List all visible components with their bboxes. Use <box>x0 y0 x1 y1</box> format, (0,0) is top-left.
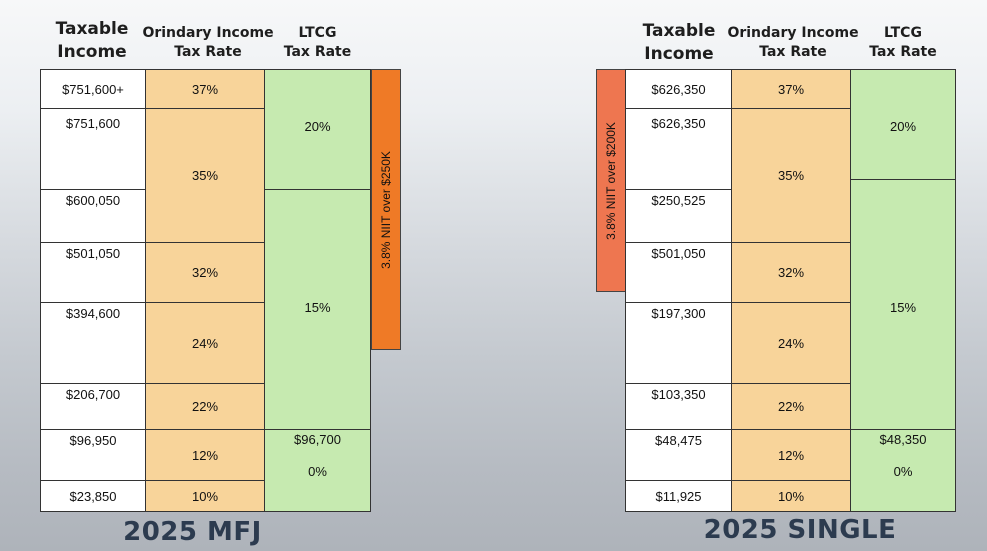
single-ordinary-rate: 24% <box>731 302 851 384</box>
single-ordinary-rate: 32% <box>731 242 851 303</box>
single-header-ordinary: Orindary Income Tax Rate <box>727 25 859 60</box>
mfj-niit-label: 3.8% NIIT over $250K <box>379 150 393 269</box>
single-income-cell: $197,300 <box>625 302 732 384</box>
mfj-income-cell: $394,600 <box>40 302 146 384</box>
mfj-ordinary-rate: 12% <box>145 429 265 481</box>
single-header-income: Taxable Income <box>642 21 716 64</box>
single-income-cell: $626,350 <box>625 108 732 190</box>
single-niit-label: 3.8% NIIT over $200K <box>604 121 618 240</box>
mfj-income-cell: $206,700 <box>40 383 146 430</box>
single-income-cell: $250,525 <box>625 189 732 243</box>
mfj-ordinary-rate: 10% <box>145 480 265 512</box>
mfj-income-cell: $23,850 <box>40 480 146 512</box>
single-ordinary-rate: 10% <box>731 480 851 512</box>
mfj-income-cell: $751,600+ <box>40 69 146 109</box>
mfj-ordinary-rate: 37% <box>145 69 265 109</box>
mfj-ltcg-15: 15% <box>264 189 371 430</box>
single-income-cell: $626,350 <box>625 69 732 109</box>
mfj-income-cell: $501,050 <box>40 242 146 303</box>
mfj-header-ordinary: Orindary Income Tax Rate <box>142 25 274 60</box>
single-header-ltcg: LTCG Tax Rate <box>869 25 937 60</box>
single-ordinary-rate: 37% <box>731 69 851 109</box>
single-ltcg-20: 20% <box>850 69 956 180</box>
single-ordinary-rate: 22% <box>731 383 851 430</box>
single-ltcg-0: $48,350 0% <box>850 429 956 512</box>
single-income-cell: $103,350 <box>625 383 732 430</box>
single-footer: 2025 SINGLE <box>703 515 897 545</box>
mfj-header-ltcg: LTCG Tax Rate <box>283 25 352 60</box>
mfj-income-cell: $751,600 <box>40 108 146 190</box>
mfj-header-income: Taxable Income <box>55 19 129 62</box>
mfj-ordinary-rate: 32% <box>145 242 265 303</box>
mfj-niit-bar: 3.8% NIIT over $250K <box>371 69 401 350</box>
mfj-ltcg-0: $96,700 0% <box>264 429 371 512</box>
mfj-ordinary-rate: 24% <box>145 302 265 384</box>
mfj-ltcg-20: 20% <box>264 69 371 190</box>
mfj-ordinary-rate: 22% <box>145 383 265 430</box>
single-ordinary-rate: 35% <box>731 108 851 243</box>
single-ltcg-15: 15% <box>850 179 956 430</box>
single-ordinary-rate: 12% <box>731 429 851 481</box>
mfj-income-cell: $96,950 <box>40 429 146 481</box>
single-niit-bar: 3.8% NIIT over $200K <box>596 69 626 292</box>
single-income-cell: $501,050 <box>625 242 732 303</box>
mfj-footer: 2025 MFJ <box>123 517 262 547</box>
single-income-cell: $48,475 <box>625 429 732 481</box>
mfj-ordinary-rate: 35% <box>145 108 265 243</box>
single-income-cell: $11,925 <box>625 480 732 512</box>
mfj-income-cell: $600,050 <box>40 189 146 243</box>
